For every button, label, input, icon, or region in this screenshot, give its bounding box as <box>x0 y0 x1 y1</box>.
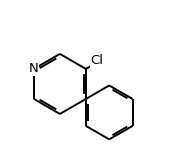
Text: N: N <box>29 62 39 75</box>
Text: Cl: Cl <box>90 54 103 67</box>
